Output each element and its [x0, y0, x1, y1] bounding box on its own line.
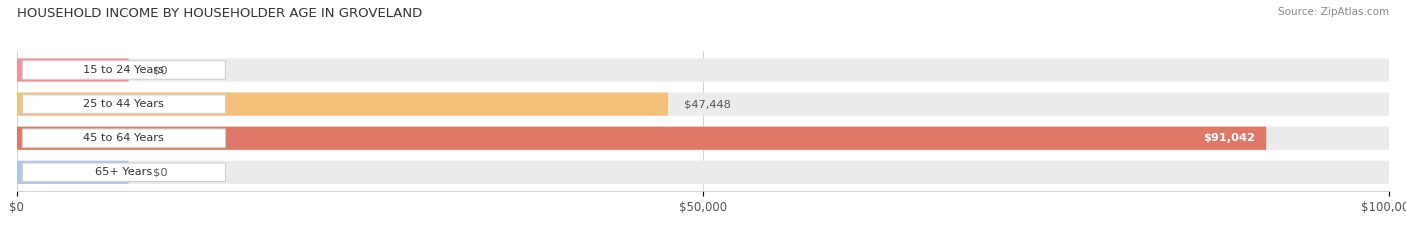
FancyBboxPatch shape [17, 58, 128, 82]
FancyBboxPatch shape [17, 93, 668, 116]
Text: $91,042: $91,042 [1204, 133, 1256, 143]
Text: Source: ZipAtlas.com: Source: ZipAtlas.com [1278, 7, 1389, 17]
FancyBboxPatch shape [22, 129, 225, 147]
FancyBboxPatch shape [17, 93, 1389, 116]
FancyBboxPatch shape [17, 161, 128, 184]
FancyBboxPatch shape [22, 95, 225, 113]
FancyBboxPatch shape [22, 61, 225, 79]
Text: 45 to 64 Years: 45 to 64 Years [83, 133, 165, 143]
Text: 65+ Years: 65+ Years [96, 167, 152, 177]
Text: 25 to 44 Years: 25 to 44 Years [83, 99, 165, 109]
Text: 15 to 24 Years: 15 to 24 Years [83, 65, 165, 75]
Text: $0: $0 [153, 65, 167, 75]
FancyBboxPatch shape [17, 161, 1389, 184]
FancyBboxPatch shape [22, 163, 225, 182]
Text: $47,448: $47,448 [685, 99, 731, 109]
FancyBboxPatch shape [17, 127, 1389, 150]
Text: HOUSEHOLD INCOME BY HOUSEHOLDER AGE IN GROVELAND: HOUSEHOLD INCOME BY HOUSEHOLDER AGE IN G… [17, 7, 422, 20]
Text: $0: $0 [153, 167, 167, 177]
FancyBboxPatch shape [17, 58, 1389, 82]
FancyBboxPatch shape [17, 127, 1267, 150]
